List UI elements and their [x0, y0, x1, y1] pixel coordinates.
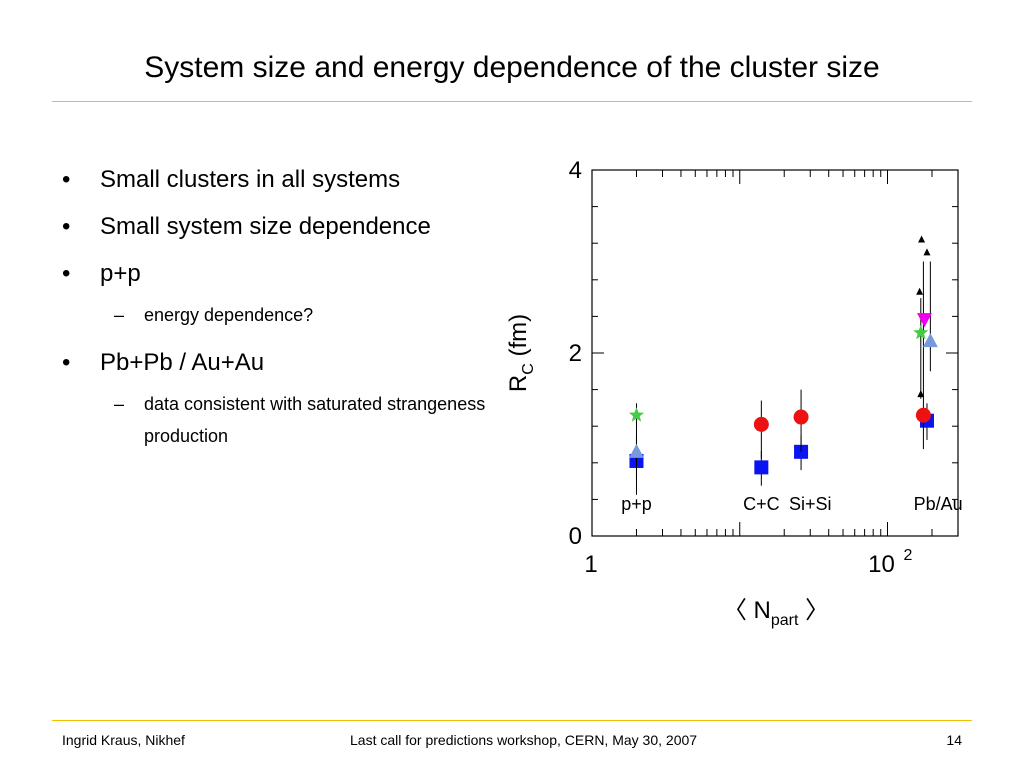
- data-point-arrow-limit: [918, 235, 926, 243]
- plot-frame: [591, 169, 959, 537]
- system-label: C+C: [743, 494, 780, 514]
- sub-bullet-item: energy dependence?: [98, 299, 510, 331]
- title-divider: [52, 101, 972, 102]
- data-point-triangle-down: [917, 313, 933, 328]
- x-tick-label: 10: [868, 551, 895, 578]
- x-tick-label: 1: [584, 551, 597, 578]
- system-label: Si+Si: [789, 494, 832, 514]
- data-point-star: [628, 407, 645, 422]
- bullet-text: Pb+Pb / Au+Au: [100, 349, 265, 376]
- bullet-item: Small clusters in all systems: [60, 165, 510, 195]
- y-tick-label: 0: [569, 523, 582, 550]
- bullet-text: Small system size dependence: [100, 213, 431, 240]
- footer-divider: [52, 720, 972, 721]
- sub-bullet-list: energy dependence?: [100, 299, 510, 331]
- x-tick-label-exponent: 2: [904, 547, 913, 564]
- data-point-square: [754, 460, 769, 475]
- y-tick-label: 4: [569, 157, 582, 184]
- bullet-item: Small system size dependence: [60, 212, 510, 242]
- data-point-triangle-up: [922, 333, 938, 348]
- system-label: p+p: [621, 494, 652, 514]
- data-point-arrow-limit: [917, 390, 925, 398]
- y-axis-label: RC (fm): [505, 314, 537, 392]
- system-label: Pb/Au: [914, 494, 963, 514]
- bullet-item: Pb+Pb / Au+Au data consistent with satur…: [60, 348, 510, 452]
- y-tick-label: 2: [569, 340, 582, 367]
- sub-bullet-list: data consistent with saturated strangene…: [100, 388, 510, 452]
- slide-title: System size and energy dependence of the…: [144, 51, 880, 84]
- bullet-text: Small clusters in all systems: [100, 166, 401, 193]
- data-point-circle: [753, 416, 769, 432]
- sub-bullet-item: data consistent with saturated strangene…: [98, 388, 510, 452]
- data-point-circle: [793, 409, 809, 425]
- footer-event: Last call for predictions workshop, CERN…: [350, 732, 698, 748]
- data-point-arrow-limit: [916, 287, 924, 295]
- x-axis-label: 〈 Npart 〉: [723, 597, 829, 629]
- data-point-triangle-up: [628, 443, 644, 458]
- data-point-arrow-limit: [923, 248, 931, 256]
- cluster-size-chart: 0 2 4 1 10 2 〈 Npart 〉 RC (fm) p+p C+C Si+Si Pb/Au: [505, 157, 963, 629]
- slide-number: 14: [946, 732, 962, 748]
- data-point-star: [913, 324, 929, 340]
- bullet-list: Small clusters in all systems Small syst…: [60, 165, 510, 469]
- footer-author: Ingrid Kraus, Nikhef: [62, 732, 185, 748]
- bullet-text: p+p: [100, 260, 141, 287]
- data-point-circle: [915, 407, 931, 423]
- bullet-item: p+p energy dependence?: [60, 259, 510, 331]
